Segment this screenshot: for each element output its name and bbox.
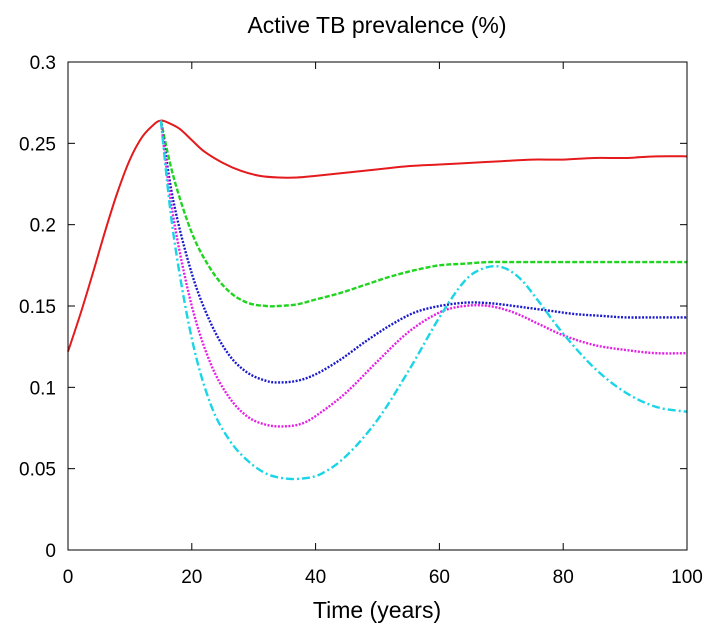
series-line-3 bbox=[159, 120, 687, 384]
x-axis: 0 20 40 60 80 100 bbox=[63, 62, 703, 588]
plot-lines bbox=[67, 119, 688, 481]
x-tick-label: 40 bbox=[305, 567, 326, 588]
x-tick-label: 20 bbox=[181, 567, 202, 588]
chart-title: Active TB prevalence (%) bbox=[247, 12, 506, 38]
series-line-1 bbox=[67, 119, 688, 352]
y-tick-label: 0.3 bbox=[30, 53, 56, 74]
y-axis: 0 0.05 0.1 0.15 0.2 0.25 0.3 bbox=[19, 53, 687, 562]
x-axis-label: Time (years) bbox=[313, 597, 441, 623]
x-tick-label: 100 bbox=[671, 567, 703, 588]
y-tick-label: 0.1 bbox=[30, 378, 56, 399]
series-line-5 bbox=[159, 120, 688, 481]
y-tick-label: 0.05 bbox=[19, 460, 56, 481]
x-tick-label: 80 bbox=[553, 567, 574, 588]
plot-frame bbox=[67, 61, 688, 551]
x-tick-label: 0 bbox=[63, 567, 74, 588]
y-tick-label: 0.25 bbox=[19, 134, 56, 155]
y-tick-label: 0.15 bbox=[19, 297, 56, 318]
y-tick-label: 0.2 bbox=[30, 216, 56, 237]
x-tick-label: 60 bbox=[429, 567, 450, 588]
series-line-2 bbox=[159, 120, 687, 308]
y-tick-label: 0 bbox=[45, 541, 56, 562]
series-line-4 bbox=[159, 120, 688, 428]
